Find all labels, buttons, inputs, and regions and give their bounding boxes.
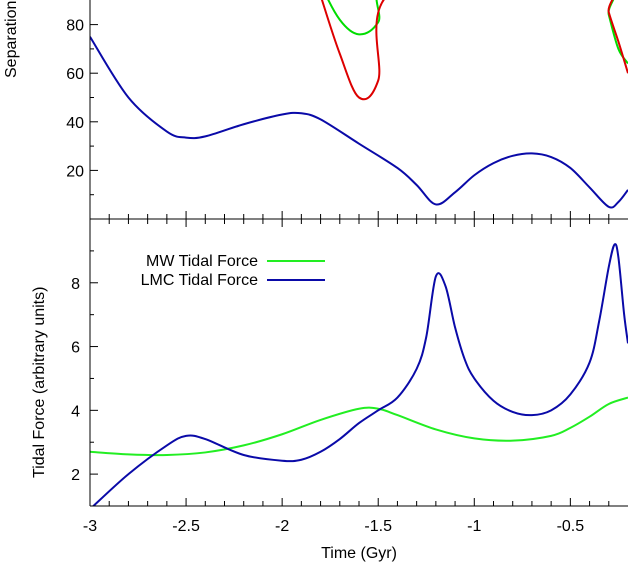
bottom-x-tick-label: -2 — [275, 518, 289, 535]
bottom-series — [90, 243, 628, 506]
top-y-tick-label: 60 — [66, 66, 84, 83]
bottom-x-tick-labels: -3 -2.5 -2 -1.5 -1 -0.5 — [83, 518, 584, 535]
bottom-x-ticks — [89, 498, 610, 506]
legend: MW Tidal Force LMC Tidal Force — [141, 253, 325, 289]
bottom-x-axis-title: Time (Gyr) — [321, 545, 397, 562]
bottom-y-tick-label: 6 — [71, 340, 80, 357]
top-y-tick-label: 20 — [66, 163, 84, 180]
bottom-y-tick-label: 2 — [71, 467, 80, 484]
bottom-y-ticks — [90, 250, 98, 475]
bottom-y-tick-label: 4 — [71, 403, 80, 420]
top-panel: 20 40 60 80 Separation — [3, 0, 628, 219]
top-y-tick-labels: 20 40 60 80 — [66, 18, 84, 181]
bottom-x-tick-label: -1 — [467, 518, 481, 535]
legend-label-lmc: LMC Tidal Force — [141, 272, 258, 289]
top-y-ticks — [90, 24, 98, 196]
bottom-series-line-1 — [91, 243, 628, 506]
top-series-line-2 — [90, 36, 628, 209]
bottom-series-line-0 — [90, 396, 628, 457]
top-series — [90, 0, 628, 209]
bottom-x-tick-label: -2.5 — [172, 518, 200, 535]
bottom-y-tick-labels: 2 4 6 8 — [71, 276, 80, 484]
top-y-axis-title: Separation — [3, 1, 20, 78]
top-series-line-1 — [320, 0, 628, 101]
top-y-tick-label: 80 — [66, 18, 84, 35]
bottom-y-axis-title: Tidal Force (arbitrary units) — [31, 287, 48, 478]
top-series-line-0 — [327, 0, 628, 65]
legend-label-mw: MW Tidal Force — [146, 253, 258, 270]
bottom-x-tick-label: -3 — [83, 518, 97, 535]
top-y-tick-label: 40 — [66, 115, 84, 132]
divider-x-ticks — [89, 211, 610, 227]
bottom-x-tick-label: -0.5 — [557, 518, 585, 535]
bottom-x-tick-label: -1.5 — [364, 518, 392, 535]
bottom-panel: 2 4 6 8 -3 -2.5 -2 -1.5 -1 -0.5 Tidal Force (arb… — [31, 219, 628, 562]
bottom-y-tick-label: 8 — [71, 276, 80, 293]
